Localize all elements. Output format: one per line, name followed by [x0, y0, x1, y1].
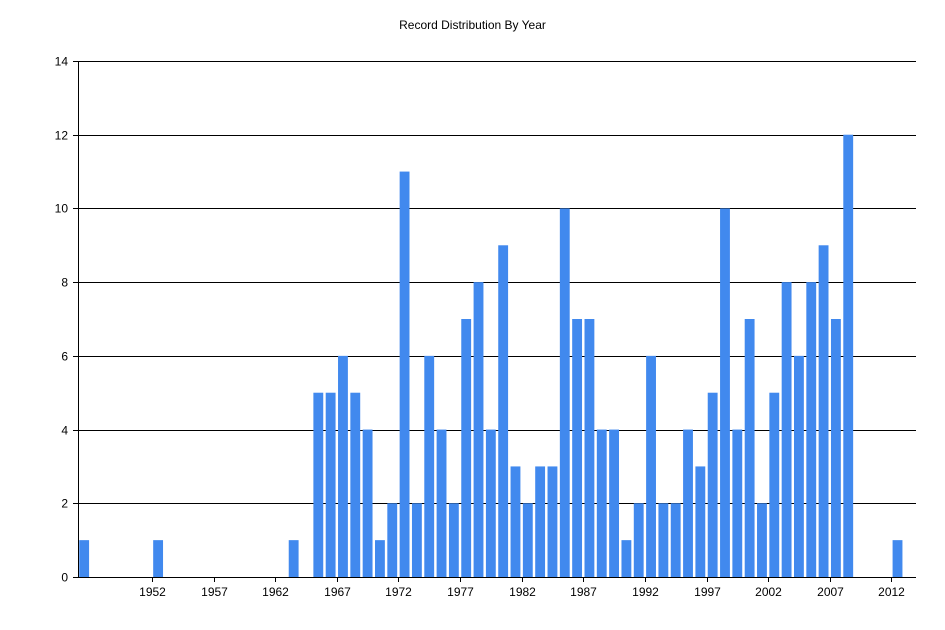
bar — [757, 503, 767, 577]
bar — [818, 245, 829, 578]
bar — [547, 466, 558, 577]
bar — [436, 429, 447, 577]
bar — [572, 319, 583, 577]
bar — [387, 503, 398, 577]
bar — [720, 208, 730, 577]
bar — [362, 429, 373, 577]
y-tick-label: 0 — [61, 571, 68, 585]
bar — [374, 540, 385, 577]
bar — [461, 319, 472, 577]
x-tick-label: 1967 — [324, 585, 351, 599]
bar — [596, 429, 607, 577]
bar — [892, 540, 903, 577]
x-tick-label: 1997 — [694, 585, 721, 599]
bar — [424, 355, 435, 577]
bar — [781, 282, 792, 577]
bar — [338, 355, 348, 577]
y-tick-label: 10 — [55, 202, 69, 216]
x-tick-label: 1972 — [385, 585, 412, 599]
bar — [350, 392, 361, 577]
y-tick-label: 6 — [61, 350, 68, 364]
bar — [646, 355, 656, 577]
bar — [830, 319, 841, 577]
bar — [843, 134, 854, 577]
bar — [707, 392, 718, 577]
bar — [609, 429, 620, 577]
bar — [79, 540, 90, 577]
x-tick-label: 2007 — [817, 585, 844, 599]
bar — [744, 319, 755, 577]
bar — [313, 392, 324, 577]
bar — [769, 392, 780, 577]
chart-title: Record Distribution By Year — [399, 18, 546, 32]
bar — [793, 355, 804, 577]
bar — [153, 540, 164, 577]
x-tick-label: 2002 — [755, 585, 782, 599]
y-tick-label: 4 — [61, 424, 68, 438]
y-tick-label: 2 — [61, 497, 68, 511]
bar — [559, 208, 570, 577]
bar — [584, 319, 595, 577]
bar — [695, 466, 706, 577]
bar — [633, 503, 644, 577]
bar — [621, 540, 632, 577]
bar — [683, 429, 693, 577]
bar — [658, 503, 669, 577]
x-tick-label: 2012 — [878, 585, 905, 599]
y-tick-label: 14 — [55, 55, 69, 69]
x-tick-label: 1957 — [201, 585, 228, 599]
bar — [806, 282, 817, 577]
x-tick-label: 1992 — [632, 585, 659, 599]
bar — [670, 503, 681, 577]
bar — [448, 503, 459, 577]
y-tick-label: 8 — [61, 276, 68, 290]
bar — [498, 245, 509, 578]
bar — [510, 466, 521, 577]
x-tick-label: 1952 — [139, 585, 166, 599]
y-tick-label: 12 — [55, 129, 69, 143]
x-tick-label: 1982 — [509, 585, 536, 599]
bar — [411, 503, 422, 577]
x-tick-label: 1977 — [447, 585, 474, 599]
bar — [522, 503, 533, 577]
x-tick-label: 1962 — [262, 585, 289, 599]
bar — [399, 171, 410, 578]
bar — [325, 392, 336, 577]
bar — [288, 540, 299, 577]
bar — [732, 429, 743, 577]
bar — [535, 466, 546, 577]
bar — [485, 429, 496, 577]
x-tick-label: 1987 — [570, 585, 597, 599]
bar — [473, 282, 484, 577]
